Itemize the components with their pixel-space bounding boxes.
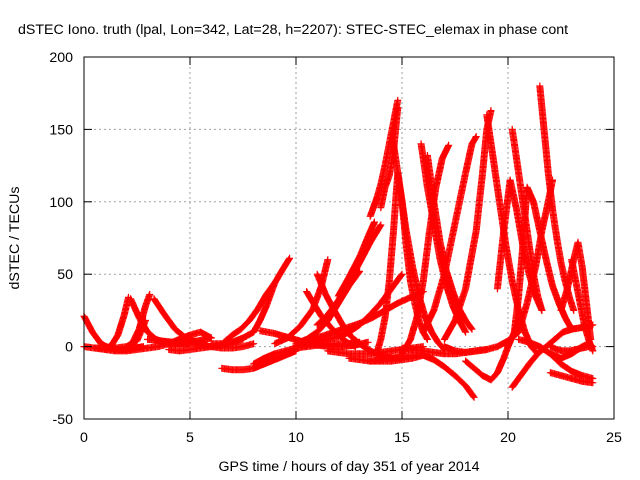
x-tick-label: 5 <box>186 430 194 446</box>
series-32 <box>366 351 478 401</box>
series-markers <box>557 238 595 343</box>
series-4 <box>101 293 132 353</box>
series-48 <box>546 369 597 387</box>
series-14 <box>218 347 300 374</box>
series-markers <box>101 293 132 353</box>
series-45 <box>515 176 556 336</box>
y-tick-label: 100 <box>49 195 73 211</box>
x-tick-label: 20 <box>500 430 516 446</box>
series-52 <box>546 343 593 355</box>
series-markers <box>207 279 279 348</box>
x-tick-label: 15 <box>394 430 410 446</box>
series-10 <box>175 328 215 343</box>
series-markers <box>373 169 431 358</box>
series-markers <box>334 218 378 300</box>
series-markers <box>515 176 556 336</box>
series-6 <box>127 291 154 351</box>
x-tick-label: 0 <box>80 430 88 446</box>
x-tick-label: 25 <box>606 430 622 446</box>
y-tick-label: 50 <box>57 267 73 283</box>
plot-grid <box>84 57 614 419</box>
series-markers <box>546 369 597 387</box>
chart-title: dSTEC Iono. truth (lpal, Lon=342, Lat=28… <box>18 22 568 38</box>
y-axis-label: dSTEC / TECUs <box>7 186 23 289</box>
series-markers <box>127 291 154 351</box>
plot-markers <box>80 82 597 401</box>
series-markers <box>220 254 294 346</box>
series-35 <box>423 152 476 333</box>
x-tick-labels: 0 5 10 15 20 25 <box>80 430 622 446</box>
series-37 <box>440 107 495 343</box>
y-tick-label: 200 <box>49 50 73 66</box>
series-markers <box>419 133 480 336</box>
y-tick-label: 0 <box>65 340 73 356</box>
x-axis-label: GPS time / hours of day 351 of year 2014 <box>218 459 479 475</box>
series-30 <box>373 169 431 358</box>
series-49 <box>557 238 595 343</box>
series-13 <box>220 254 294 346</box>
y-tick-labels: -50 0 50 100 150 200 <box>49 50 73 428</box>
plot-ticks <box>83 56 615 420</box>
y-tick-label: -50 <box>52 412 73 428</box>
plot-frame <box>83 56 615 420</box>
series-markers <box>366 351 478 401</box>
series-markers <box>218 347 300 374</box>
series-markers <box>546 343 593 355</box>
series-markers <box>175 328 215 343</box>
x-tick-label: 10 <box>288 430 304 446</box>
series-markers <box>423 152 476 333</box>
series-25 <box>334 218 378 300</box>
series-12 <box>207 279 279 348</box>
series-36 <box>419 133 480 336</box>
y-tick-label: 150 <box>49 122 73 138</box>
series-22 <box>292 288 427 349</box>
series-markers <box>440 107 495 343</box>
series-markers <box>292 288 427 349</box>
